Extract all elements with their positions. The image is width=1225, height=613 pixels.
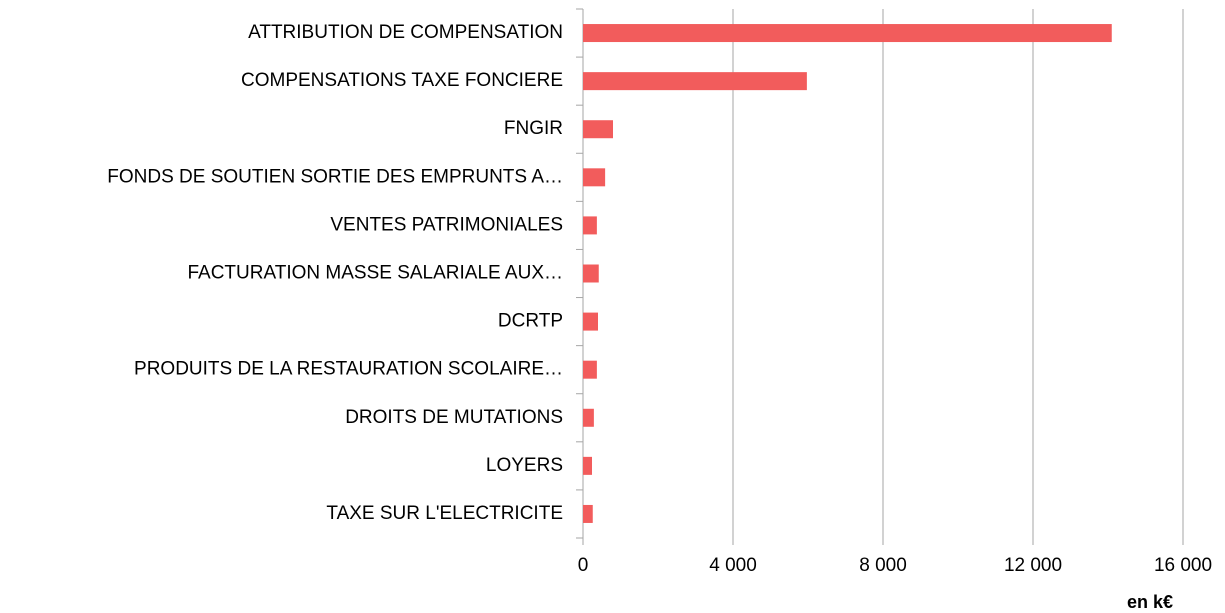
bar xyxy=(583,216,597,235)
y-tick-label: FNGIR xyxy=(504,118,563,139)
x-tick-label: 4 000 xyxy=(709,555,757,576)
bar xyxy=(583,360,597,379)
bar xyxy=(583,456,592,475)
y-tick-label: FONDS DE SOUTIEN SORTIE DES EMPRUNTS A… xyxy=(107,166,563,187)
bar xyxy=(583,312,598,331)
y-tick-label: DCRTP xyxy=(498,311,563,332)
y-tick-label: TAXE SUR L'ELECTRICITE xyxy=(326,503,563,524)
y-tick-label: FACTURATION MASSE SALARIALE AUX… xyxy=(187,263,563,284)
bar xyxy=(583,408,594,427)
y-tick-label: COMPENSATIONS TAXE FONCIERE xyxy=(241,70,563,91)
y-tick-label: LOYERS xyxy=(486,455,563,476)
x-tick-label: 8 000 xyxy=(859,555,907,576)
y-tick-label: VENTES PATRIMONIALES xyxy=(330,214,563,235)
bar xyxy=(583,24,1112,43)
x-tick-label: 12 000 xyxy=(1004,555,1062,576)
x-tick-label: 16 000 xyxy=(1154,555,1212,576)
x-axis-label: en k€ xyxy=(1127,592,1173,612)
bar xyxy=(583,168,606,187)
bar xyxy=(583,504,593,523)
y-tick-label: PRODUITS DE LA RESTAURATION SCOLAIRE… xyxy=(134,359,563,380)
x-tick-label: 0 xyxy=(578,555,589,576)
bar xyxy=(583,264,599,283)
y-tick-label: DROITS DE MUTATIONS xyxy=(345,407,563,428)
bar xyxy=(583,72,807,91)
bar xyxy=(583,120,613,139)
y-tick-label: ATTRIBUTION DE COMPENSATION xyxy=(248,22,563,43)
